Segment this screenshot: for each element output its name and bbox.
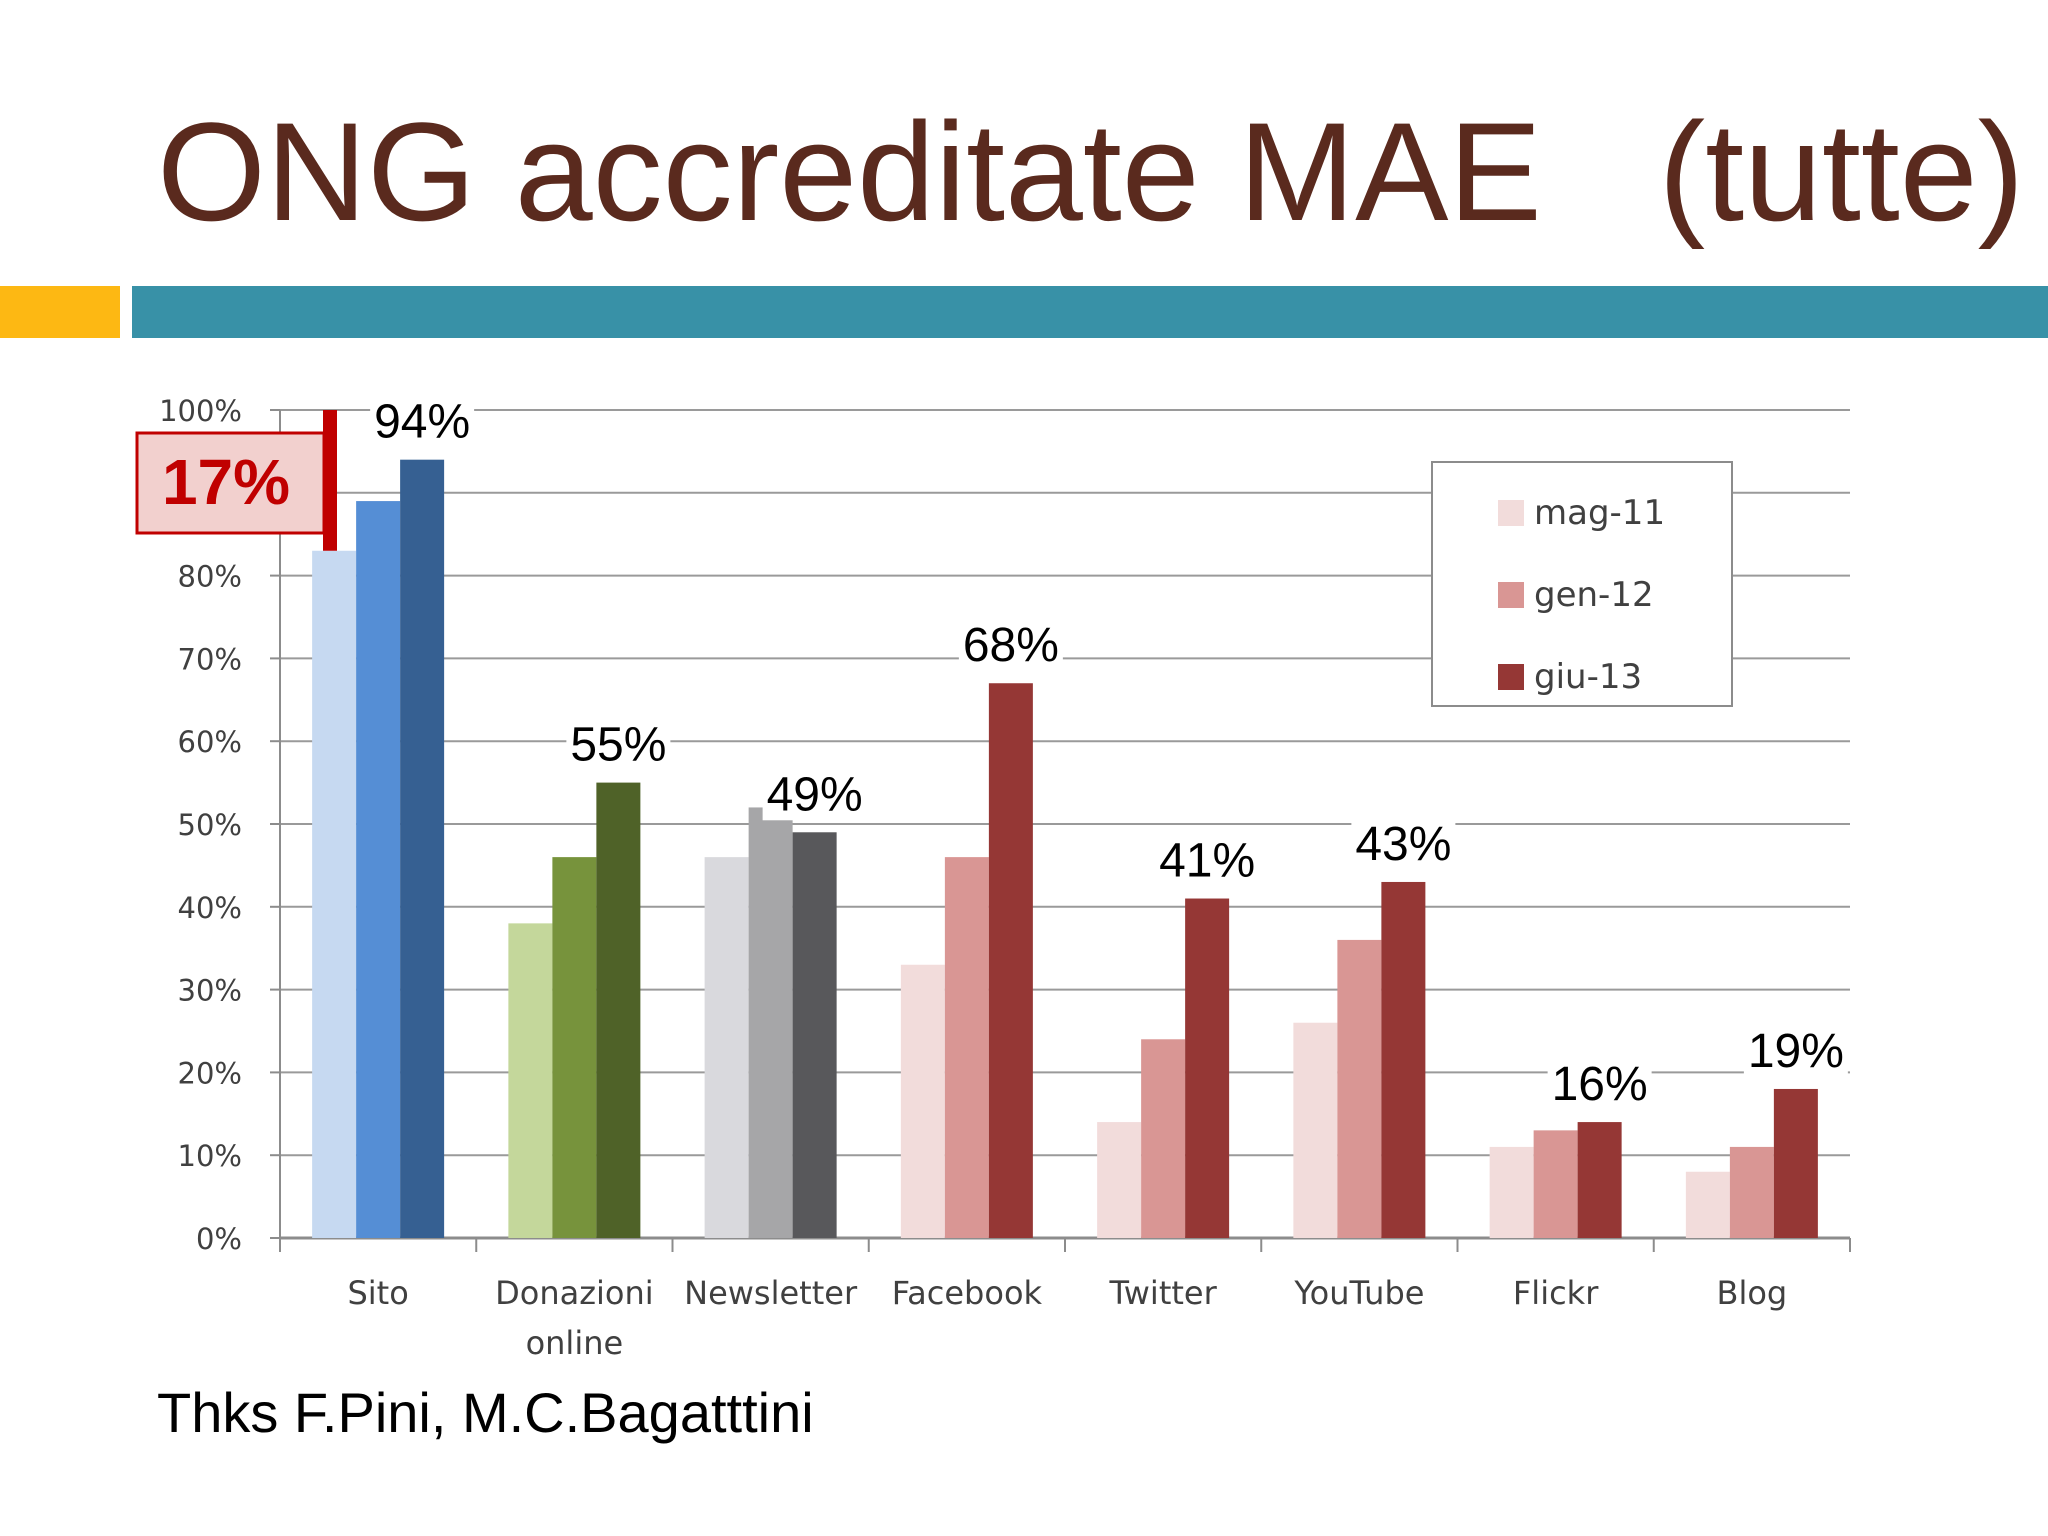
y-tick-label: 70% [178, 642, 242, 676]
slide-title: ONG accreditate MAE (tutte) [157, 93, 2025, 250]
callout-label: 17% [162, 446, 290, 518]
y-tick-label: 40% [178, 891, 242, 925]
x-tick-label: Flickr [1513, 1274, 1599, 1312]
bar-gen-12 [1533, 1130, 1578, 1238]
bar-mag-11 [1685, 1171, 1730, 1238]
bar-mag-11 [704, 857, 749, 1238]
x-tick-label: Sito [347, 1274, 408, 1312]
bar-mag-11 [1293, 1022, 1338, 1238]
x-tick-label: Newsletter [684, 1274, 858, 1312]
bar-giu-13 [792, 832, 837, 1238]
data-label: 68% [963, 619, 1059, 672]
bar-mag-11 [900, 964, 945, 1238]
accent-bar-orange [0, 286, 120, 338]
data-label-bg [370, 393, 475, 448]
legend-swatch [1498, 500, 1524, 526]
data-labels: 94% 55% 49% 68% 41% 43% 16% 19% [370, 393, 1848, 1111]
bar-gen-12 [552, 857, 597, 1238]
bar-mag-11 [1097, 1122, 1142, 1238]
bar-gen-12 [944, 857, 989, 1238]
y-tick-label: 0% [196, 1222, 242, 1256]
legend: mag-11 gen-12 giu-13 [1431, 461, 1733, 707]
bar-mag-11 [508, 923, 553, 1238]
data-label-bg [1547, 1056, 1652, 1111]
y-tick-label: 20% [178, 1056, 242, 1090]
legend-box [1431, 461, 1733, 707]
y-tick-label: 60% [178, 725, 242, 759]
x-tick-label: YouTube [1293, 1274, 1424, 1312]
x-tick-label: Donazioni [495, 1274, 654, 1312]
x-tick-label: Twitter [1109, 1274, 1218, 1312]
bar-mag-11 [312, 550, 357, 1238]
callout: 17% [135, 410, 337, 551]
bar-gen-12 [356, 501, 401, 1238]
legend-swatch [1498, 664, 1524, 690]
data-label-bg [1155, 832, 1260, 887]
data-label: 94% [374, 396, 470, 449]
data-label: 41% [1159, 835, 1255, 888]
x-tick-label: Facebook [892, 1274, 1043, 1312]
bar-gen-12 [748, 807, 793, 1238]
callout-badge [135, 431, 326, 535]
bars [312, 459, 1818, 1238]
bar-gen-12 [1729, 1146, 1774, 1238]
bar-giu-13 [988, 683, 1033, 1238]
x-tick-label: online [526, 1324, 624, 1362]
data-label: 49% [767, 768, 863, 821]
accent-bar-teal [132, 286, 2048, 338]
bar-giu-13 [400, 459, 445, 1238]
data-label-bg [1351, 815, 1456, 870]
legend-swatch [1498, 582, 1524, 608]
y-tick-label: 50% [178, 808, 242, 842]
data-label: 19% [1748, 1025, 1844, 1078]
bar-gen-12 [1141, 1039, 1186, 1238]
data-label-bg [762, 766, 867, 821]
data-label-bg [958, 617, 1063, 672]
bar-chart: 0%10%20%30%40%50%60%70%80%90%100%SitoDon… [135, 393, 1851, 1362]
bar-mag-11 [1489, 1146, 1534, 1238]
axes: 0%10%20%30%40%50%60%70%80%90%100%SitoDon… [159, 394, 1851, 1362]
data-label-bg [566, 716, 671, 771]
bar-giu-13 [1185, 898, 1230, 1238]
y-tick-label: 100% [159, 394, 242, 428]
data-label-bg [1743, 1022, 1848, 1077]
bar-giu-13 [596, 782, 641, 1238]
data-label: 16% [1552, 1058, 1648, 1111]
y-tick-label: 80% [178, 560, 242, 594]
y-tick-label: 10% [178, 1139, 242, 1173]
legend-label: mag-11 [1534, 493, 1665, 533]
bar-giu-13 [1773, 1088, 1818, 1238]
data-label: 55% [570, 719, 666, 772]
data-label: 43% [1355, 818, 1451, 871]
bar-gen-12 [1337, 939, 1382, 1238]
credit-text: Thks F.Pini, M.C.Bagatttini [157, 1381, 814, 1444]
y-tick-label: 30% [178, 974, 242, 1008]
bar-giu-13 [1577, 1122, 1622, 1238]
legend-label: gen-12 [1534, 575, 1654, 615]
x-tick-label: Blog [1717, 1274, 1788, 1312]
bar-giu-13 [1381, 881, 1426, 1238]
legend-label: giu-13 [1534, 657, 1642, 697]
